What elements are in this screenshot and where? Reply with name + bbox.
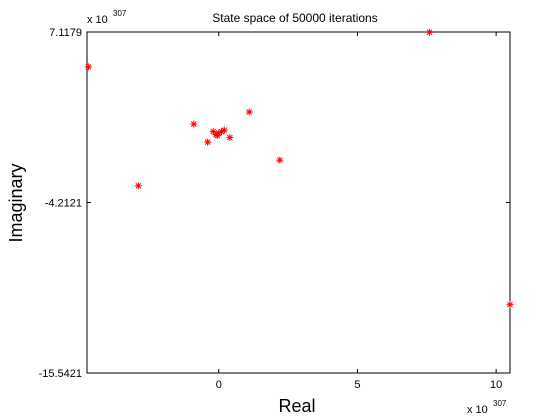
data-points	[84, 28, 514, 309]
x-axis-label: Real	[278, 396, 315, 416]
data-point	[276, 156, 284, 164]
y-axis-label: Imaginary	[6, 163, 26, 242]
x-axis-exponent: x 10 307	[467, 399, 507, 416]
data-point	[204, 138, 212, 146]
x-tick-label: 5	[354, 379, 360, 391]
data-point	[220, 126, 228, 134]
x-axis-ticks: 0 5 10	[216, 32, 502, 391]
data-point	[190, 120, 198, 128]
data-point	[84, 63, 92, 71]
y-exponent-base: x 10	[87, 14, 108, 26]
y-tick-label: 7.1179	[49, 27, 82, 39]
x-tick-label: 0	[216, 379, 222, 391]
y-axis-ticks: 7.1179 -4.2121 -15.5421	[39, 27, 510, 380]
y-tick-label: -4.2121	[45, 198, 82, 210]
plot-area	[86, 31, 511, 374]
x-exponent-base: x 10	[467, 404, 488, 416]
y-axis-exponent: x 10 307	[87, 9, 127, 26]
x-tick-label: 10	[490, 379, 502, 391]
chart-title: State space of 50000 iterations	[212, 11, 377, 25]
x-exponent-power: 307	[493, 399, 507, 408]
data-point	[226, 134, 234, 142]
y-tick-label: -15.5421	[39, 368, 82, 380]
data-point	[506, 301, 514, 309]
data-point	[213, 131, 221, 139]
data-point	[134, 182, 142, 190]
data-point	[245, 108, 253, 116]
data-point	[426, 28, 434, 36]
y-exponent-power: 307	[113, 9, 127, 18]
